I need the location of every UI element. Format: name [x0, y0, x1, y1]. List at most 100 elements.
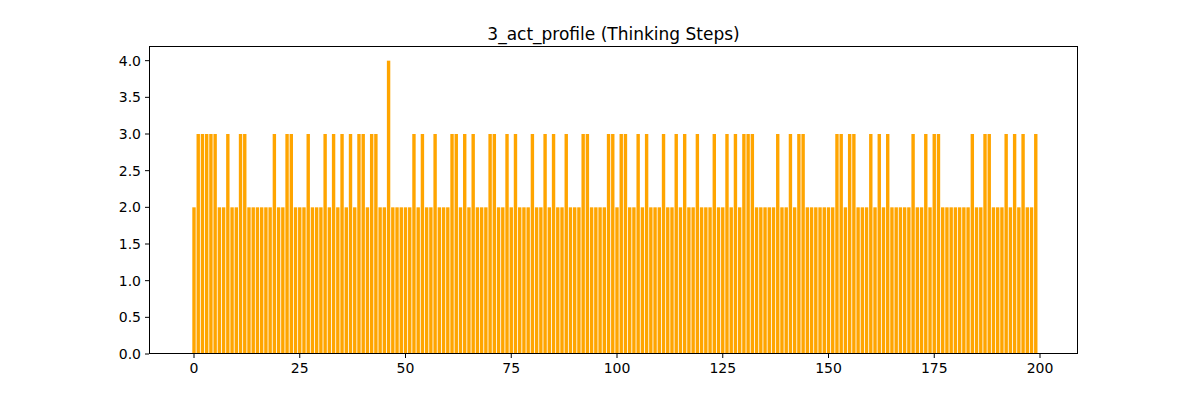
bar [412, 134, 415, 354]
x-tick-label: 150 [815, 360, 842, 376]
bar [459, 207, 462, 354]
bar [213, 134, 216, 354]
bar [387, 61, 390, 354]
bar [429, 207, 432, 354]
bar [294, 207, 297, 354]
bar [620, 134, 623, 354]
bar [222, 207, 225, 354]
bar [966, 207, 969, 354]
bar [954, 207, 957, 354]
bar [421, 134, 424, 354]
bar [607, 134, 610, 354]
bar [730, 207, 733, 354]
bar [899, 207, 902, 354]
figure: 3_act_profile (Thinking Steps) 025507510… [0, 0, 1200, 400]
bar [484, 207, 487, 354]
bar [285, 134, 288, 354]
bar [467, 207, 470, 354]
bar [818, 207, 821, 354]
bar [759, 207, 762, 354]
bar [446, 207, 449, 354]
bar [717, 207, 720, 354]
bar [962, 207, 965, 354]
bar [556, 207, 559, 354]
bar [933, 134, 936, 354]
bar [548, 207, 551, 354]
bar [636, 134, 639, 354]
bar [797, 134, 800, 354]
bar [438, 207, 441, 354]
y-tick-label: 3.0 [119, 126, 141, 142]
bar [395, 207, 398, 354]
bar [522, 207, 525, 354]
x-tick-label: 175 [921, 360, 948, 376]
bar [894, 207, 897, 354]
bar [256, 207, 259, 354]
bar [831, 207, 834, 354]
y-tick-label: 0.0 [119, 346, 141, 362]
bar [645, 134, 648, 354]
bar [751, 134, 754, 354]
bar [319, 207, 322, 354]
bar [670, 207, 673, 354]
y-tick-label: 4.0 [119, 53, 141, 69]
bar [336, 207, 339, 354]
bar [581, 134, 584, 354]
bar [425, 207, 428, 354]
bar [497, 207, 500, 354]
bar [666, 207, 669, 354]
bar [628, 207, 631, 354]
bar [924, 134, 927, 354]
bar [865, 207, 868, 354]
bar [988, 134, 991, 354]
bar [776, 134, 779, 354]
bar [1026, 207, 1029, 354]
bar [374, 134, 377, 354]
bar [433, 134, 436, 354]
bar [801, 134, 804, 354]
bar [366, 207, 369, 354]
bar [810, 207, 813, 354]
bar [772, 207, 775, 354]
bar [505, 134, 508, 354]
bar [349, 134, 352, 354]
bar [594, 207, 597, 354]
bar [886, 134, 889, 354]
bar [480, 207, 483, 354]
bar [941, 207, 944, 354]
bar [958, 207, 961, 354]
bar [535, 207, 538, 354]
bar [907, 207, 910, 354]
bar [362, 134, 365, 354]
x-tick-label: 25 [291, 360, 309, 376]
bar [442, 207, 445, 354]
bar [192, 207, 195, 354]
bar [565, 134, 568, 354]
y-tick-label: 1.0 [119, 273, 141, 289]
bar [856, 207, 859, 354]
bar [725, 134, 728, 354]
bar [780, 207, 783, 354]
bar [471, 134, 474, 354]
bar [501, 207, 504, 354]
bar [273, 134, 276, 354]
bar [869, 134, 872, 354]
bar [539, 207, 542, 354]
bar [662, 134, 665, 354]
bar [370, 134, 373, 354]
bar [230, 207, 233, 354]
x-tick-label: 75 [502, 360, 520, 376]
bar [315, 207, 318, 354]
bar [408, 207, 411, 354]
bar [226, 134, 229, 354]
bar [979, 207, 982, 354]
bar [971, 134, 974, 354]
bar [835, 134, 838, 354]
bar [526, 207, 529, 354]
bar [543, 134, 546, 354]
bar [679, 207, 682, 354]
bar [1017, 207, 1020, 354]
bar [844, 207, 847, 354]
bar [742, 134, 745, 354]
bar [252, 207, 255, 354]
